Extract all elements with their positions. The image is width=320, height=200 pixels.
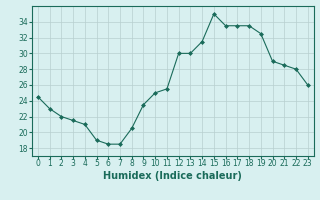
X-axis label: Humidex (Indice chaleur): Humidex (Indice chaleur)	[103, 171, 242, 181]
